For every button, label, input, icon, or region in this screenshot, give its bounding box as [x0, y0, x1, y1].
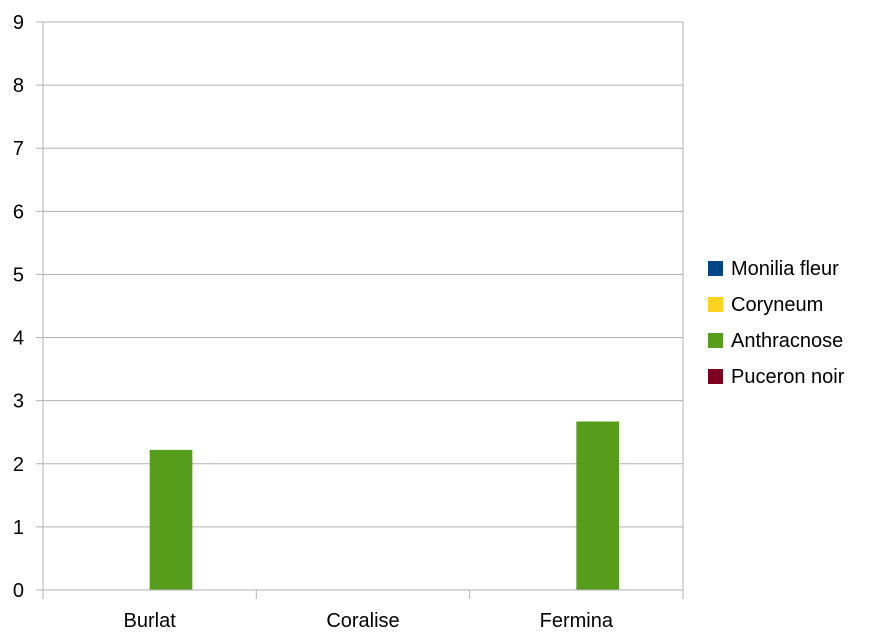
y-tick-label: 6 — [13, 201, 24, 223]
y-tick-label: 4 — [13, 328, 24, 350]
legend-swatch — [708, 333, 723, 348]
y-tick-label: 1 — [13, 517, 24, 539]
x-tick-label: Coralise — [326, 610, 399, 632]
y-tick-label: 5 — [13, 264, 24, 286]
x-tick-label: Burlat — [124, 610, 177, 632]
legend: Monilia fleur Coryneum Anthracnose Puceron … — [708, 258, 845, 388]
legend-label: Anthracnose — [731, 330, 843, 352]
y-tick-label: 7 — [13, 138, 24, 160]
legend-swatch — [708, 261, 723, 276]
y-tick-label: 3 — [13, 391, 24, 413]
y-tick-labels: 0 1 2 3 4 5 6 7 8 9 — [13, 12, 24, 602]
y-tick-label: 2 — [13, 454, 24, 476]
x-tick-label: Fermina — [540, 610, 614, 632]
y-tick-label: 0 — [13, 580, 24, 602]
legend-swatch — [708, 369, 723, 384]
legend-swatch — [708, 297, 723, 312]
axes — [36, 21, 684, 599]
legend-label: Coryneum — [731, 294, 823, 316]
bar — [149, 449, 193, 590]
bars — [149, 421, 619, 590]
x-tick-labels: Burlat Coralise Fermina — [124, 610, 614, 632]
y-tick-label: 8 — [13, 75, 24, 97]
bar — [576, 421, 619, 590]
y-tick-label: 9 — [13, 12, 24, 34]
legend-label: Puceron noir — [731, 366, 845, 388]
legend-label: Monilia fleur — [731, 258, 839, 280]
